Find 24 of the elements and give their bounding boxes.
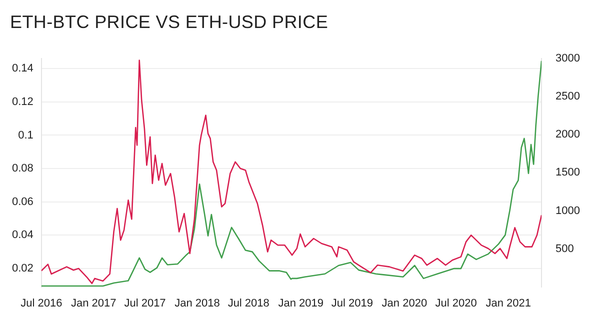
y-tick-label: 0.1 [18, 129, 34, 142]
y2-tick-label: 2000 [556, 128, 580, 141]
y-tick-label: 0.06 [12, 196, 34, 208]
x-tick-label: Jan 2017 [71, 297, 116, 310]
y-tick-label: 0.14 [12, 62, 34, 75]
y2-tick-label: 3000 [556, 52, 580, 65]
x-tick-label: Jul 2020 [435, 297, 477, 310]
y-tick-label: 0.12 [12, 96, 34, 108]
y-tick-label: 0.04 [12, 229, 34, 242]
chart-title: ETH-BTC PRICE VS ETH-USD PRICE [10, 12, 328, 33]
x-tick-label: Jul 2018 [228, 297, 270, 310]
x-tick-label: Jan 2020 [382, 297, 428, 310]
y-tick-label: 0.08 [12, 162, 34, 175]
y2-tick-label: 1000 [556, 204, 580, 217]
x-tick-label: Jul 2019 [331, 297, 374, 310]
x-tick-label: Jul 2017 [124, 297, 166, 310]
y2-tick-label: 500 [556, 242, 574, 255]
y2-tick-label: 2500 [556, 90, 580, 103]
y2-tick-label: 1500 [556, 166, 580, 179]
x-tick-label: Jan 2019 [278, 297, 324, 310]
x-tick-label: Jan 2021 [486, 297, 531, 310]
x-tick-label: Jul 2016 [20, 297, 62, 310]
x-tick-label: Jan 2018 [174, 297, 220, 310]
y-tick-label: 0.02 [12, 262, 34, 275]
